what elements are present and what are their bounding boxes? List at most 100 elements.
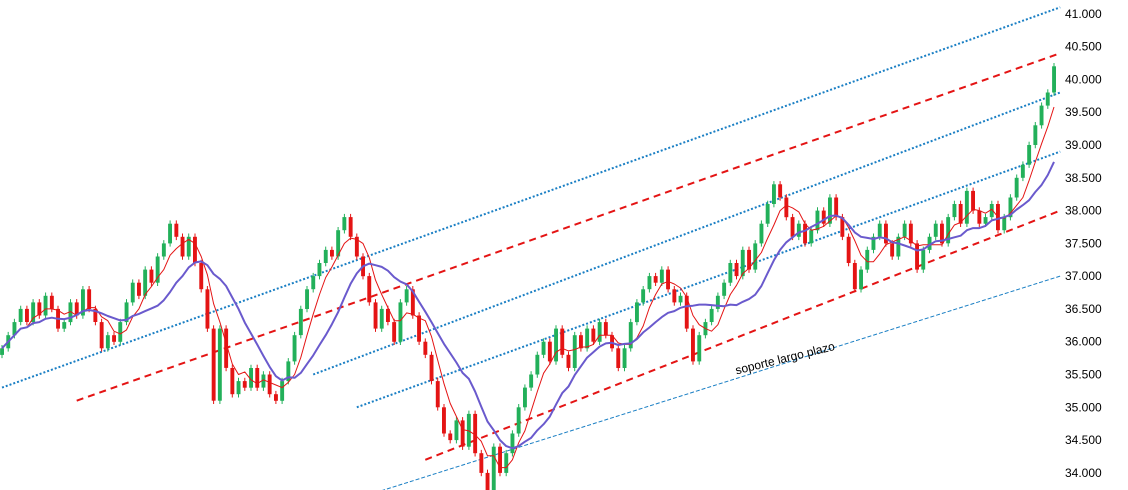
candle-down [778,184,783,198]
candle-up [659,269,664,283]
candle-down [684,295,689,329]
candle-down [547,341,552,362]
candle-down [566,354,571,368]
candle-up [554,328,558,362]
candle-down [205,289,210,329]
candle-up [902,223,907,237]
candle-up [311,276,316,290]
trend-line-blue-dotted-2 [1,6,1061,389]
candle-up [510,433,515,454]
y-tick-label: 37.500 [1065,236,1102,250]
y-tick-label: 35.000 [1065,400,1102,414]
candle-down [255,368,260,388]
candle-up [298,308,303,336]
candle-down [560,328,565,355]
candle-down [610,335,614,349]
candle-up [43,295,48,316]
candle-up [952,204,957,218]
candle-down [274,394,278,401]
candle-up [529,374,534,388]
candle-up [249,368,253,388]
annotation-soporte-largo-plazo: soporte largo plazo [734,339,837,377]
candle-up [81,289,85,316]
candle-down [803,223,807,244]
candle-down [616,348,621,368]
candle-up [722,282,727,296]
candle-down [423,341,428,355]
y-tick-label: 39.000 [1065,138,1102,152]
candle-down [410,289,415,316]
candle-up [635,302,639,323]
candle-up [523,387,527,408]
candle-up [859,269,863,290]
candle-down [846,236,851,263]
candle-up [535,354,540,375]
candle-up [622,348,627,368]
candle-down [884,223,888,244]
y-tick-label: 38.000 [1065,204,1102,218]
y-tick-label: 39.500 [1065,105,1102,119]
candle-up [796,223,801,237]
candle-down [435,381,440,408]
candle-down [242,381,247,388]
candle-down [199,263,204,290]
candle-up [1045,92,1050,106]
candle-down [485,472,490,490]
candle-down [915,243,919,270]
candle-up [105,335,110,349]
candle-up [647,276,652,290]
trend-line-red-dashed-1 [424,209,1061,461]
y-tick-label: 37.000 [1065,269,1102,283]
candle-down [977,210,982,224]
candle-up [186,236,191,257]
candle-up [118,322,123,342]
candle-down [579,335,583,349]
candle-up [305,289,309,309]
candle-up [921,249,926,270]
candle-down [87,289,92,309]
y-tick-label: 36.000 [1065,335,1102,349]
candle-down [908,223,913,244]
candle-up [809,230,814,244]
candle-down [224,328,229,368]
candle-down [672,289,677,303]
candle-up [454,420,459,441]
candle-up [168,223,172,244]
candle-up [504,453,509,473]
candle-up [130,282,135,303]
candle-up [280,381,285,401]
candle-down [267,374,272,395]
y-axis: 34.000 34.500 35.000 35.500 36.000 36.500 37.0… [1065,7,1102,480]
candle-up [1027,145,1032,165]
candle-down [653,276,658,283]
candle-up [765,204,770,224]
candle-up [404,289,409,303]
candle-down [442,407,446,434]
candle-down [591,328,596,342]
candle-down [790,217,795,237]
candle-down [37,302,42,316]
y-tick-label: 35.500 [1065,368,1102,382]
candle-up [286,361,291,382]
candle-up [31,302,36,323]
candle-down [373,302,378,329]
candle-down [180,236,185,257]
candle-up [815,210,820,231]
candle-up [572,335,577,368]
candle-up [828,197,832,224]
candle-down [852,263,857,290]
candle-down [448,433,453,441]
candle-up [964,190,969,224]
candle-up [398,302,403,342]
candle-up [740,249,745,277]
moving-averages [1,106,1055,469]
candle-down [112,335,116,342]
candle-up [1014,177,1019,198]
candle-down [174,223,179,237]
candle-down [498,446,502,473]
candle-up [541,341,546,355]
candle-down [93,308,98,322]
candle-up [217,328,222,401]
